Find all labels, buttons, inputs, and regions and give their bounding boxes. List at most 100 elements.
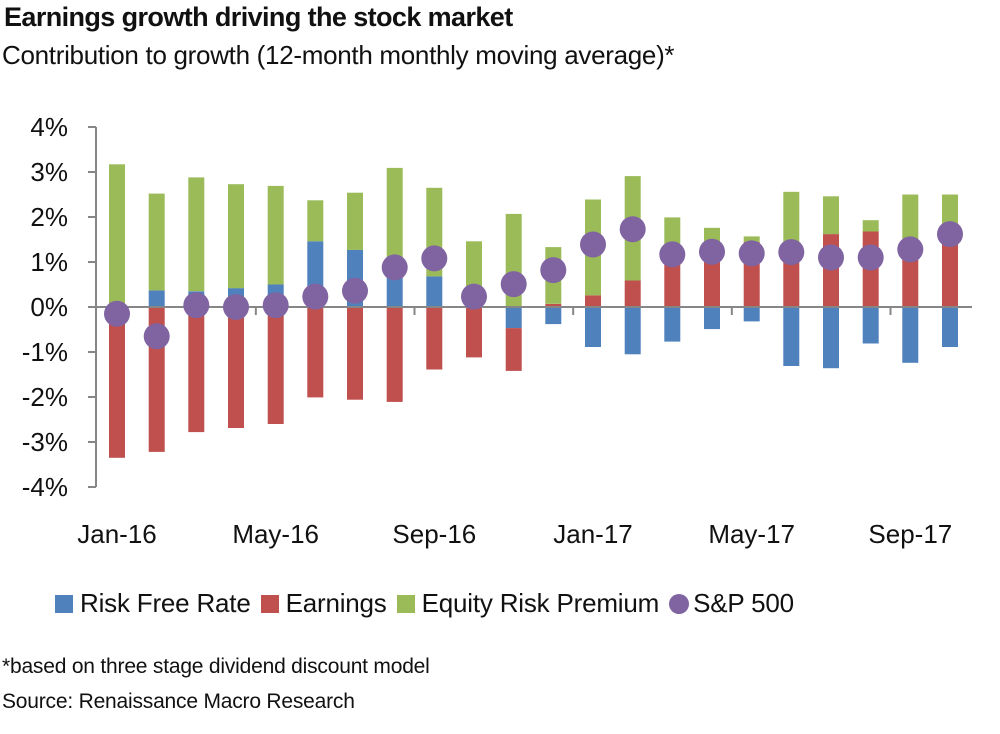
y-tick-label: 3%	[30, 157, 68, 187]
legend-label: S&P 500	[693, 588, 794, 618]
axis-layer	[88, 126, 972, 488]
dot-sp500-jul-17	[818, 244, 844, 271]
bar-equity-risk-premium-mar-16	[188, 177, 205, 292]
dot-sp500-jul-16	[342, 277, 368, 304]
bar-earnings-may-16	[267, 307, 284, 424]
dot-sp500-feb-16	[143, 323, 170, 350]
dot-sp500-apr-16	[223, 294, 249, 320]
bar-earnings-dec-16	[545, 303, 562, 307]
y-tick-label: 4%	[30, 112, 68, 142]
x-tick-label: Sep-17	[868, 519, 952, 549]
dot-sp500-dec-16	[540, 257, 567, 284]
bar-equity-risk-premium-may-16	[267, 185, 284, 285]
bar-earnings-feb-17	[624, 280, 641, 307]
dot-sp500-aug-17	[857, 244, 884, 271]
chart-subtitle: Contribution to growth (12-month monthly…	[2, 40, 675, 70]
x-tick-label: Jan-16	[77, 519, 157, 549]
bar-risk-free-rate-jan-17	[585, 307, 601, 347]
y-tick-label: -4%	[22, 472, 68, 502]
bar-equity-risk-premium-jun-16	[307, 200, 324, 242]
bar-risk-free-rate-sep-16	[426, 276, 443, 307]
bar-equity-risk-premium-jun-17	[783, 191, 800, 249]
bar-risk-free-rate-dec-16	[545, 307, 562, 325]
footnote: *based on three stage dividend discount …	[2, 655, 430, 678]
dot-sp500-jan-17	[580, 231, 606, 258]
bar-risk-free-rate-jun-17	[783, 307, 800, 366]
bar-risk-free-rate-feb-17	[624, 307, 641, 355]
bar-equity-risk-premium-sep-17	[902, 194, 919, 247]
bar-equity-risk-premium-mar-17	[664, 217, 681, 249]
chart-plot: 4% 3% 2% 1% 0% -1% -2% -3% -4% Jan-16 May-16 Sep-1…	[22, 112, 972, 549]
dot-sp500-may-16	[262, 292, 289, 319]
dot-sp500-oct-16	[461, 283, 487, 310]
bar-risk-free-rate-aug-16	[386, 273, 403, 308]
bar-earnings-jul-16	[347, 307, 363, 400]
dots-layer	[104, 216, 963, 350]
dot-sp500-mar-16	[183, 292, 210, 319]
legend-swatch-earnings	[260, 594, 279, 613]
dot-sp500-jan-16	[104, 300, 130, 327]
dot-sp500-jun-16	[302, 283, 329, 310]
bar-risk-free-rate-nov-16	[505, 307, 522, 329]
legend-item-earnings: Earnings	[260, 588, 387, 619]
x-tick-labels: Jan-16 May-16 Sep-16 Jan-17 May-17 Sep-17	[77, 519, 952, 549]
bar-risk-free-rate-mar-17	[664, 307, 681, 342]
bar-risk-free-rate-oct-17	[942, 307, 958, 347]
dot-sp500-feb-17	[619, 216, 646, 243]
legend: Risk Free Rate Earnings Equity Risk Prem…	[55, 588, 804, 619]
dot-sp500-mar-17	[659, 241, 686, 268]
bar-equity-risk-premium-jul-17	[823, 196, 839, 235]
dot-sp500-sep-16	[421, 245, 448, 272]
x-tick-label: Sep-16	[392, 519, 476, 549]
legend-swatch-risk-free-rate	[55, 594, 73, 613]
bar-earnings-jan-16	[109, 307, 125, 458]
bar-earnings-nov-16	[505, 328, 522, 371]
legend-swatch-equity-risk-premium	[396, 594, 415, 613]
legend-label: Earnings	[285, 588, 387, 618]
dot-sp500-apr-17	[699, 238, 725, 265]
y-tick-label: 1%	[30, 247, 68, 277]
legend-label: Equity Risk Premium	[421, 588, 660, 618]
dot-sp500-sep-17	[897, 236, 924, 263]
bar-earnings-jan-17	[585, 295, 601, 307]
bar-equity-risk-premium-apr-17	[704, 227, 720, 242]
bar-equity-risk-premium-aug-16	[386, 167, 403, 274]
y-tick-label: -3%	[22, 427, 68, 457]
dot-sp500-jun-17	[778, 239, 805, 266]
x-tick-label: May-16	[232, 519, 319, 549]
chart-title: Earnings growth driving the stock market	[4, 2, 513, 32]
bar-equity-risk-premium-jul-16	[347, 192, 363, 250]
bar-earnings-aug-16	[386, 307, 403, 402]
legend-item-sp500: S&P 500	[669, 588, 794, 619]
legend-item-risk-free-rate: Risk Free Rate	[55, 588, 251, 619]
dot-sp500-may-17	[738, 240, 765, 267]
legend-label: Risk Free Rate	[80, 588, 251, 618]
x-tick-label: May-17	[708, 519, 795, 549]
bar-earnings-jun-16	[307, 307, 324, 398]
y-tick-label: 0%	[30, 292, 68, 322]
y-tick-labels: 4% 3% 2% 1% 0% -1% -2% -3% -4%	[22, 112, 68, 502]
dot-sp500-aug-16	[381, 254, 408, 281]
bar-earnings-oct-16	[466, 307, 482, 358]
dot-sp500-oct-17	[937, 221, 963, 248]
x-tick-label: Jan-17	[553, 519, 633, 549]
bar-risk-free-rate-apr-17	[704, 307, 720, 330]
bar-equity-risk-premium-jan-16	[109, 164, 125, 307]
bar-risk-free-rate-may-17	[743, 307, 760, 322]
legend-marker-sp500	[669, 593, 690, 614]
bar-equity-risk-premium-apr-16	[228, 184, 244, 289]
bar-risk-free-rate-sep-17	[902, 307, 919, 363]
source-note: Source: Renaissance Macro Research	[2, 690, 355, 713]
bar-equity-risk-premium-may-17	[743, 236, 760, 242]
legend-item-equity-risk-premium: Equity Risk Premium	[396, 588, 660, 619]
dot-sp500-nov-16	[500, 271, 527, 298]
y-tick-label: 2%	[30, 202, 68, 232]
y-tick-label: -1%	[22, 337, 68, 367]
bar-equity-risk-premium-oct-17	[942, 194, 958, 224]
bar-risk-free-rate-aug-17	[862, 307, 879, 344]
bar-equity-risk-premium-feb-16	[148, 193, 165, 291]
bar-risk-free-rate-jul-17	[823, 307, 839, 369]
bar-earnings-sep-16	[426, 307, 443, 370]
bar-earnings-apr-16	[228, 307, 244, 428]
bar-equity-risk-premium-aug-17	[862, 220, 879, 232]
